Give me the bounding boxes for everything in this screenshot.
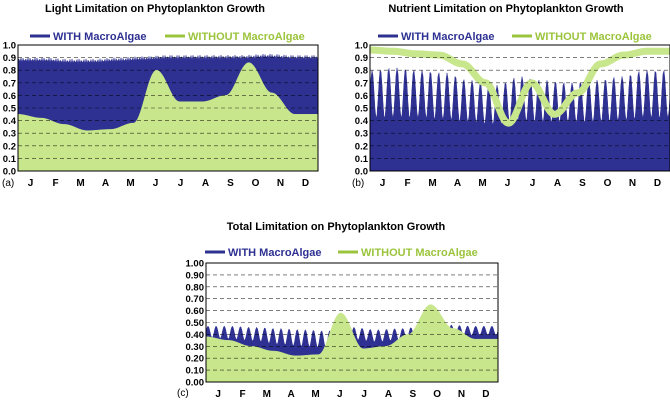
- x-tick-label: N: [629, 178, 636, 189]
- y-tick-label: 0.5: [3, 104, 17, 115]
- legend-label-without: WITHOUT MacroAlgae: [361, 247, 478, 259]
- x-tick-label: D: [654, 178, 661, 189]
- y-tick-label: 1.00: [186, 259, 205, 270]
- y-tick-label: 0.80: [186, 282, 205, 293]
- y-tick-label: 0.1: [355, 154, 369, 165]
- y-tick-label: 0.40: [186, 330, 205, 341]
- chart-title: Light Limitation on Phytoplankton Growth: [45, 3, 265, 15]
- y-tick-label: 0.2: [355, 141, 368, 152]
- legend: WITH MacroAlgae WITHOUT MacroAlgae: [205, 247, 478, 259]
- y-tick-label: 0.0: [355, 167, 368, 178]
- plot-border: [205, 262, 499, 383]
- x-tick-label: A: [554, 178, 561, 189]
- y-tick-label: 0.30: [186, 342, 205, 353]
- y-tick-label: 0.7: [3, 78, 16, 89]
- y-tick-label: 0.0: [3, 167, 16, 178]
- panel-label: (c): [177, 388, 189, 399]
- x-tick-label: O: [433, 389, 441, 400]
- legend-label-with: WITH MacroAlgae: [401, 31, 495, 43]
- plot-area: 0.0 0.1 0.20.3 0.40.5 0.6 0.70.8 0.91.0 J F M A M J J…: [355, 41, 670, 189]
- x-tick-label: M: [76, 178, 84, 189]
- x-tick-label: A: [454, 178, 461, 189]
- legend-label-without: WITHOUT MacroAlgae: [535, 31, 652, 43]
- y-tick-label: 0.10: [186, 366, 205, 377]
- x-tick-label: A: [288, 389, 295, 400]
- x-tick-label: O: [604, 178, 612, 189]
- y-tick-label: 0.60: [186, 306, 205, 317]
- chart-title: Total Limitation on Phytoplankton Growth: [227, 221, 446, 233]
- y-tick-label: 0.4: [355, 116, 369, 127]
- x-tick-label: J: [28, 178, 34, 189]
- y-tick-label: 0.00: [186, 378, 205, 389]
- y-tick-label: 1.0: [355, 41, 368, 52]
- y-tick-label: 0.50: [186, 318, 205, 329]
- x-tick-label: O: [252, 178, 260, 189]
- x-tick-label: J: [530, 178, 536, 189]
- series-with-macroalgae: [369, 67, 670, 172]
- chart-title: Nutrient Limitation on Phytoplankton Gro…: [388, 3, 624, 15]
- x-tick-label: M: [428, 178, 436, 189]
- x-tick-label: A: [202, 178, 209, 189]
- y-tick-label: 0.8: [3, 66, 16, 77]
- y-tick-label: 0.3: [3, 129, 16, 140]
- y-tick-label: 0.90: [186, 270, 205, 281]
- plot-border: [369, 44, 670, 172]
- x-tick-label: S: [409, 389, 416, 400]
- x-tick-label: J: [153, 178, 159, 189]
- x-tick-label: N: [458, 389, 465, 400]
- y-tick-label: 1.0: [3, 41, 16, 52]
- chart-nutrient-limitation: Nutrient Limitation on Phytoplankton Gro…: [352, 3, 670, 189]
- x-tick-label: J: [215, 389, 221, 400]
- legend: WITH MacroAlgae WITHOUT MacroAlgae: [378, 31, 652, 43]
- legend: WITH MacroAlgae WITHOUT MacroAlgae: [30, 31, 305, 43]
- plot-area: 0.0 0.1 0.20.3 0.40.5 0.6 0.70.8 0.91.0 J F M A M J J…: [3, 41, 319, 189]
- legend-label-without: WITHOUT MacroAlgae: [188, 31, 305, 43]
- chart-total-limitation: Total Limitation on Phytoplankton Growth…: [177, 221, 499, 400]
- x-tick-label: J: [337, 389, 343, 400]
- panel-label: (a): [2, 178, 14, 189]
- y-tick-label: 0.70: [186, 294, 205, 305]
- x-tick-label: A: [102, 178, 109, 189]
- x-tick-label: J: [505, 178, 511, 189]
- x-tick-label: F: [404, 178, 410, 189]
- y-tick-label: 0.9: [3, 53, 16, 64]
- x-tick-label: D: [482, 389, 489, 400]
- x-tick-label: S: [227, 178, 234, 189]
- x-tick-label: M: [263, 389, 271, 400]
- plot-border: [17, 44, 319, 172]
- y-tick-label: 0.4: [3, 116, 17, 127]
- y-tick-label: 0.20: [186, 354, 205, 365]
- y-tick-label: 0.6: [355, 91, 368, 102]
- x-tick-label: F: [52, 178, 58, 189]
- y-tick-label: 0.3: [355, 129, 368, 140]
- y-tick-label: 0.1: [3, 154, 17, 165]
- panel-label: (b): [352, 178, 364, 189]
- y-tick-label: 0.7: [355, 78, 368, 89]
- x-tick-label: J: [361, 389, 367, 400]
- series-without-macroalgae: [367, 46, 670, 127]
- legend-label-with: WITH MacroAlgae: [53, 31, 147, 43]
- y-tick-label: 0.2: [3, 141, 16, 152]
- plot-area: 0.000.100.200.300.400.500.600.700.800.90…: [186, 259, 499, 400]
- x-tick-label: A: [385, 389, 392, 400]
- x-tick-label: S: [579, 178, 586, 189]
- x-tick-label: D: [302, 178, 309, 189]
- y-tick-label: 0.6: [3, 91, 16, 102]
- x-tick-label: J: [380, 178, 386, 189]
- x-tick-label: J: [178, 178, 184, 189]
- y-tick-label: 0.8: [355, 66, 368, 77]
- x-tick-label: M: [478, 178, 486, 189]
- x-tick-label: F: [239, 389, 245, 400]
- y-tick-label: 0.9: [355, 53, 368, 64]
- legend-label-with: WITH MacroAlgae: [228, 247, 322, 259]
- x-tick-label: M: [126, 178, 134, 189]
- chart-light-limitation: Light Limitation on Phytoplankton Growth…: [2, 3, 319, 189]
- x-tick-label: N: [277, 178, 284, 189]
- x-tick-label: M: [311, 389, 319, 400]
- series-without-macroalgae: [205, 304, 499, 383]
- series-without-macroalgae: [17, 62, 319, 172]
- y-tick-label: 0.5: [355, 104, 369, 115]
